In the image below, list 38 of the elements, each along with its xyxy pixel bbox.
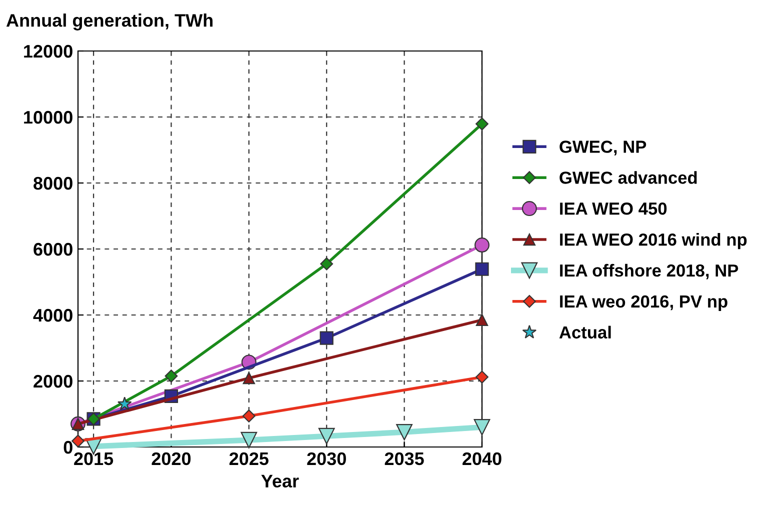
legend-label: IEA WEO 2016 wind np [560,232,747,250]
y-tick-label: 2000 [34,374,72,388]
legend-label: Actual [559,326,611,339]
y-tick-label: 0 [64,440,72,454]
x-tick-label: 2030 [307,452,346,466]
x-tick-label: 2035 [384,452,424,466]
point [72,434,84,448]
point [240,432,258,448]
x-tick-label: 2025 [229,452,269,466]
x-tick-label: 2020 [152,452,191,466]
point [475,262,489,276]
point [474,419,490,436]
legend-label: IEA offshore 2018, NP [560,264,738,280]
legend-label: GWEC, NP [560,140,646,156]
point [476,370,488,384]
legend-label: IEA WEO 450 [560,202,667,215]
point [320,331,334,345]
point [242,372,256,384]
point [474,238,490,253]
point [242,410,256,422]
legend-label: IEA weo 2016, PV np [560,295,728,312]
y-tick-label: 4000 [33,308,72,322]
point [476,314,488,326]
point [476,117,488,130]
x-tick-label: 2040 [462,452,502,466]
y-tick-label: 6000 [34,242,72,256]
y-axis-title: Annual generation, TWh [6,14,213,30]
x-tick-label: 2015 [74,452,114,466]
point [164,370,178,382]
y-tick-label: 8000 [34,176,72,190]
x-axis-title: Year [261,474,299,488]
point [117,396,132,410]
legend-label: GWEC advanced [560,171,697,184]
y-tick-label: 10000 [24,110,72,124]
point [320,257,334,270]
point [396,424,412,440]
y-tick-label: 12000 [24,44,72,58]
point [318,428,335,444]
